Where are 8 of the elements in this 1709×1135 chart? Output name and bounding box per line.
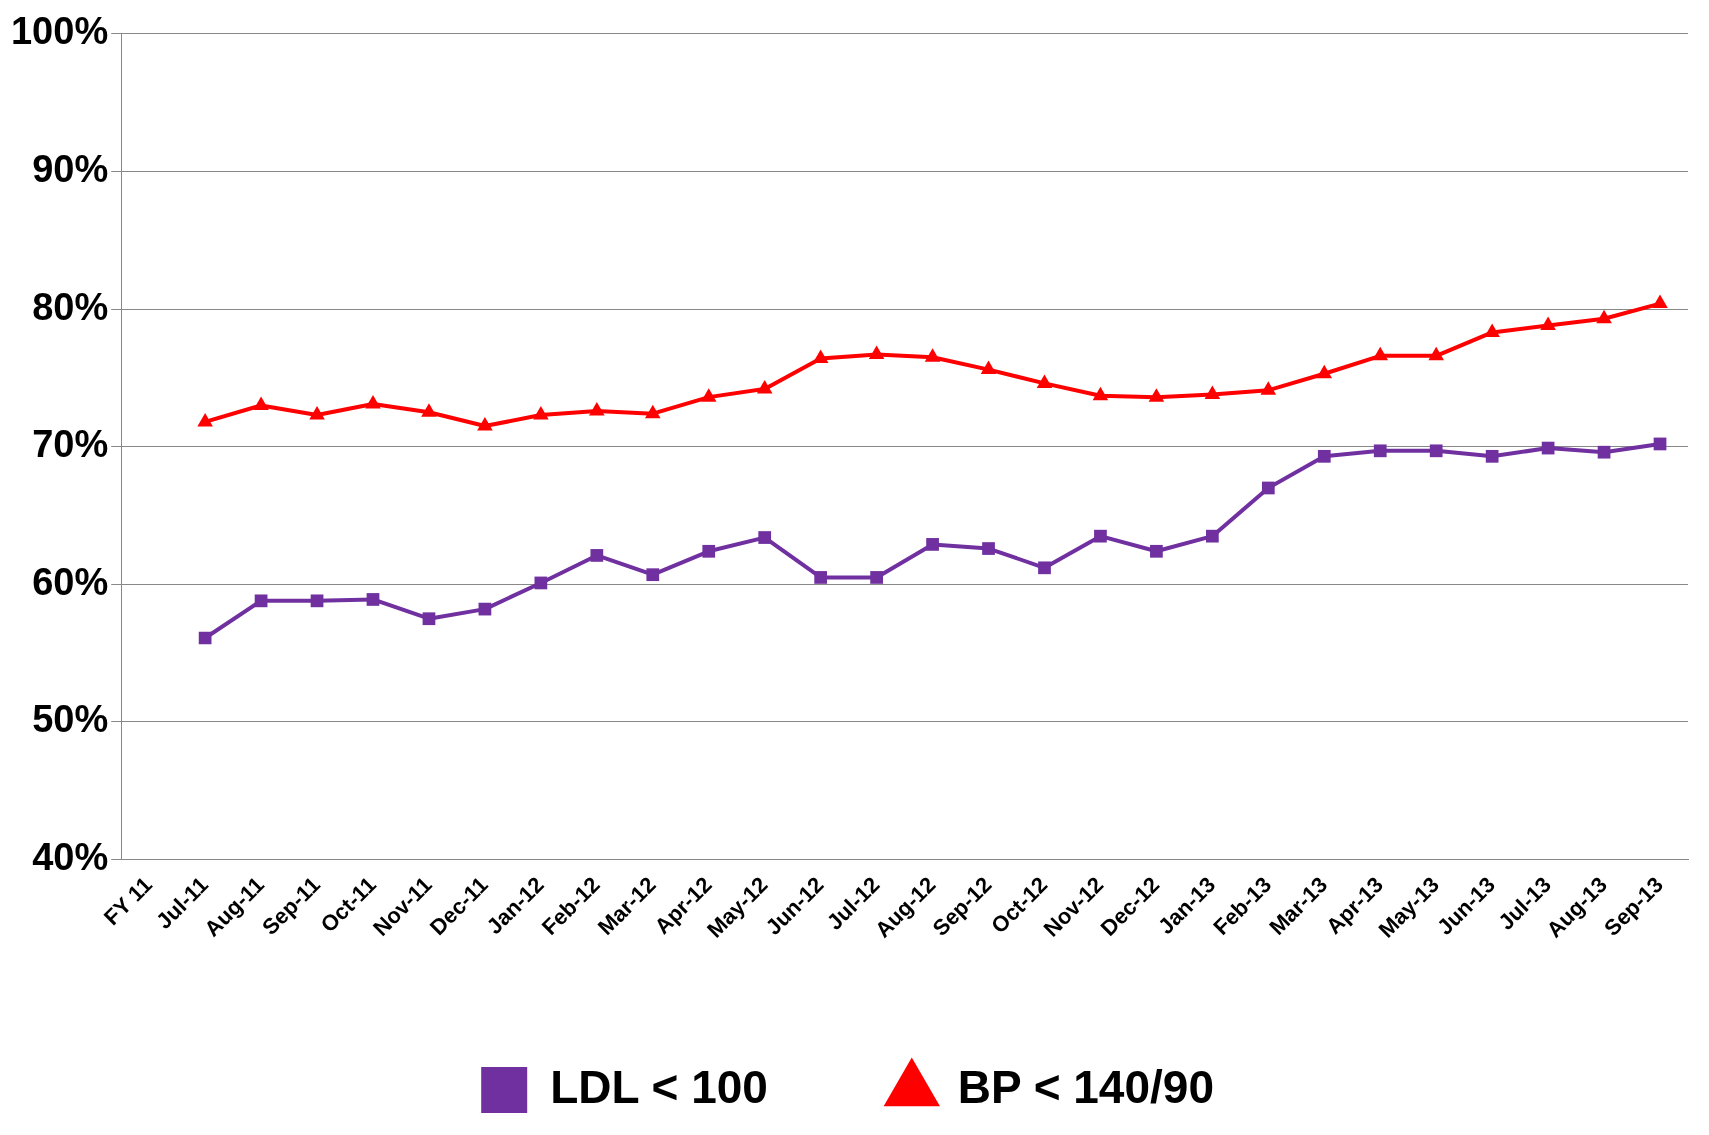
y-tick-label: 90% (32, 147, 109, 190)
legend-label: LDL < 100 (550, 1060, 768, 1113)
y-tick-label: 80% (32, 285, 109, 328)
legend-label: BP < 140/90 (957, 1060, 1214, 1113)
y-tick-label: 70% (32, 423, 109, 466)
y-tick-label: 60% (32, 560, 109, 603)
y-tick-label: 100% (10, 10, 109, 53)
y-tick-label: 50% (32, 698, 109, 741)
